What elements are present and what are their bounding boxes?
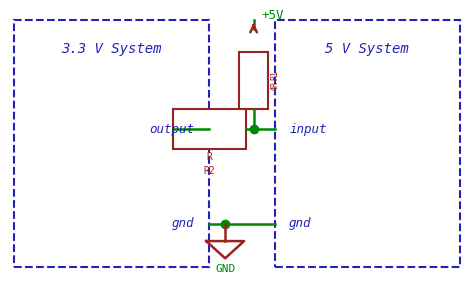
Text: +5V: +5V — [261, 9, 284, 22]
Text: R1: R1 — [270, 70, 279, 79]
Bar — [239, 52, 268, 109]
Text: 3.3 V System: 3.3 V System — [61, 42, 162, 56]
Text: R2: R2 — [204, 166, 216, 177]
Text: gnd: gnd — [172, 217, 194, 230]
Text: 5 V System: 5 V System — [326, 42, 409, 56]
Text: R: R — [207, 152, 213, 162]
Bar — [173, 109, 246, 149]
Bar — [275, 20, 460, 267]
Bar — [14, 20, 209, 267]
Text: gnd: gnd — [289, 217, 311, 230]
Text: input: input — [289, 123, 327, 136]
Text: GND: GND — [215, 264, 235, 274]
Text: 4R: 4R — [270, 81, 279, 91]
Text: output: output — [149, 123, 194, 136]
